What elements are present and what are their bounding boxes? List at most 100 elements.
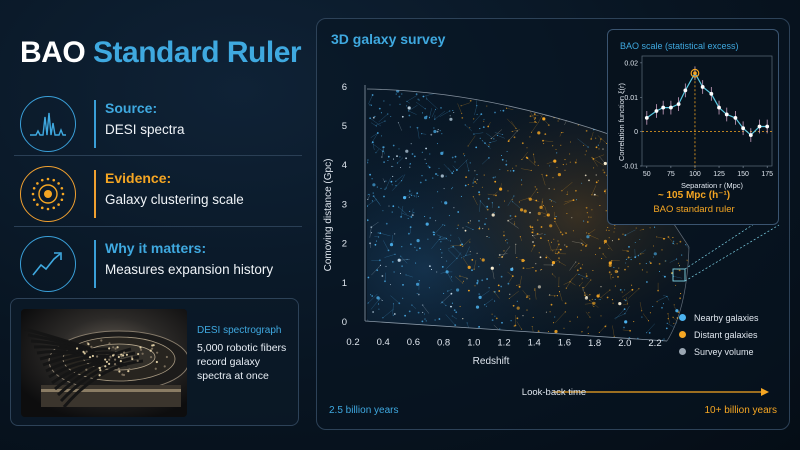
y-tick-label: 6 bbox=[342, 82, 347, 93]
desi-spectrograph-image bbox=[21, 309, 187, 417]
data-point bbox=[717, 105, 721, 110]
spectrum-icon bbox=[20, 96, 76, 152]
x-tick-label: 1.2 bbox=[497, 338, 510, 349]
data-point bbox=[709, 91, 714, 96]
info-label: Evidence: bbox=[105, 170, 172, 186]
lookback-time: Look-back time 2.5 billion years 10+ bil… bbox=[317, 379, 789, 429]
legend-label: Distant galaxies bbox=[694, 329, 758, 340]
inset-y-tick: 0.01 bbox=[624, 95, 638, 102]
y-tick-label: 2 bbox=[342, 239, 347, 250]
info-value: Measures expansion history bbox=[105, 262, 274, 277]
info-value: DESI spectra bbox=[105, 122, 185, 137]
data-point bbox=[741, 126, 746, 131]
x-axis bbox=[364, 320, 668, 342]
legend-item: Survey volume bbox=[679, 343, 759, 360]
survey-title: 3D galaxy survey bbox=[331, 31, 446, 47]
correlation-curve bbox=[646, 71, 768, 136]
info-divider bbox=[94, 170, 96, 218]
growth-icon bbox=[20, 236, 76, 292]
data-point bbox=[683, 88, 688, 93]
y-tick-label: 4 bbox=[342, 160, 347, 171]
x-tick-label: 1.4 bbox=[528, 338, 541, 349]
data-point bbox=[748, 133, 753, 137]
page-title: BAO Standard Ruler bbox=[20, 36, 302, 70]
y-tick-label: 1 bbox=[342, 278, 347, 289]
y-tick-label: 0 bbox=[342, 317, 347, 328]
inset-x-tick: 50 bbox=[643, 171, 651, 178]
info-why: Why it matters: Measures expansion histo… bbox=[14, 232, 300, 296]
info-divider bbox=[94, 240, 96, 288]
data-point bbox=[676, 102, 681, 107]
legend-dot bbox=[679, 331, 686, 338]
info-evidence: Evidence: Galaxy clustering scale bbox=[14, 162, 300, 226]
y-tick-label: 3 bbox=[342, 199, 347, 210]
lookback-near: 2.5 billion years bbox=[329, 405, 399, 416]
desi-panel: DESI spectrograph 5,000 robotic fibers r… bbox=[10, 298, 299, 426]
data-point bbox=[654, 109, 659, 113]
desi-title: DESI spectrograph bbox=[197, 325, 282, 336]
inset-x-tick: 75 bbox=[667, 171, 675, 178]
desi-description: 5,000 robotic fibers record galaxy spect… bbox=[197, 342, 287, 382]
x-tick-label: 1.8 bbox=[588, 338, 601, 349]
survey-legend: Nearby galaxies Distant galaxies Survey … bbox=[679, 309, 759, 360]
info-label: Source: bbox=[105, 100, 158, 116]
inset-y-tick: -0.01 bbox=[622, 164, 638, 171]
legend-dot bbox=[679, 314, 686, 321]
x-tick-label: 0.8 bbox=[437, 337, 450, 348]
bao-scale-subtitle: BAO standard ruler bbox=[653, 204, 735, 215]
data-point bbox=[693, 71, 697, 75]
inset-frame bbox=[641, 55, 773, 167]
bao-scale-value: ~ 105 Mpc (h⁻¹) bbox=[657, 190, 731, 201]
bao-inset: BAO scale (statistical excess) Correlati… bbox=[607, 29, 779, 225]
legend-item: Nearby galaxies bbox=[679, 309, 759, 326]
info-label: Why it matters: bbox=[105, 240, 207, 256]
inset-y-tick: 0.02 bbox=[624, 60, 638, 67]
zoom-region bbox=[672, 268, 686, 282]
data-point bbox=[700, 85, 705, 89]
x-tick-label: 1.0 bbox=[467, 337, 480, 348]
survey-volume-edge bbox=[366, 88, 618, 138]
legend-dot bbox=[679, 348, 686, 355]
info-source: Source: DESI spectra bbox=[14, 92, 300, 156]
x-tick-label: 1.6 bbox=[558, 338, 571, 349]
y-axis-label: Comoving distance (Gpc) bbox=[323, 159, 334, 272]
inset-x-tick: 175 bbox=[761, 171, 773, 178]
separator bbox=[14, 226, 302, 227]
x-tick-label: 0.6 bbox=[407, 337, 420, 348]
x-tick-label: 0.2 bbox=[346, 337, 359, 348]
data-point bbox=[668, 105, 673, 110]
inset-title: BAO scale (statistical excess) bbox=[620, 41, 739, 51]
bao-correlation-chart: Correlation function ξ(r) Separation r (… bbox=[617, 55, 773, 190]
title-part-1: BAO bbox=[20, 36, 86, 69]
x-axis-label: Redshift bbox=[473, 356, 510, 367]
info-value: Galaxy clustering scale bbox=[105, 192, 244, 207]
ring-icon bbox=[20, 166, 76, 222]
inset-x-tick: 150 bbox=[737, 171, 749, 178]
title-part-2: Standard Ruler bbox=[93, 36, 302, 69]
inset-x-label: Separation r (Mpc) bbox=[681, 181, 744, 190]
lookback-far: 10+ billion years bbox=[704, 405, 777, 416]
data-point bbox=[757, 124, 762, 129]
inset-x-tick: 100 bbox=[689, 171, 701, 178]
inset-x-tick: 125 bbox=[713, 171, 725, 178]
info-divider bbox=[94, 100, 96, 148]
peak-point bbox=[690, 68, 700, 78]
arrow-right-icon bbox=[761, 388, 769, 396]
data-point bbox=[661, 105, 666, 110]
x-tick-label: 2.2 bbox=[648, 338, 661, 349]
survey-panel: 3D galaxy survey bbox=[316, 18, 790, 430]
data-point bbox=[733, 115, 738, 120]
lookback-label: Look-back time bbox=[521, 387, 587, 398]
data-point bbox=[644, 115, 649, 120]
inset-y-label: Correlation function ξ(r) bbox=[617, 83, 626, 161]
separator bbox=[14, 155, 302, 156]
data-point bbox=[765, 124, 770, 129]
x-tick-label: 2.0 bbox=[618, 338, 631, 349]
legend-item: Distant galaxies bbox=[679, 326, 759, 343]
x-tick-label: 0.4 bbox=[377, 337, 390, 348]
y-tick-label: 5 bbox=[342, 121, 347, 132]
inset-y-tick: 0 bbox=[634, 129, 638, 136]
legend-label: Nearby galaxies bbox=[694, 312, 759, 323]
legend-label: Survey volume bbox=[694, 346, 754, 357]
data-point bbox=[724, 112, 729, 117]
